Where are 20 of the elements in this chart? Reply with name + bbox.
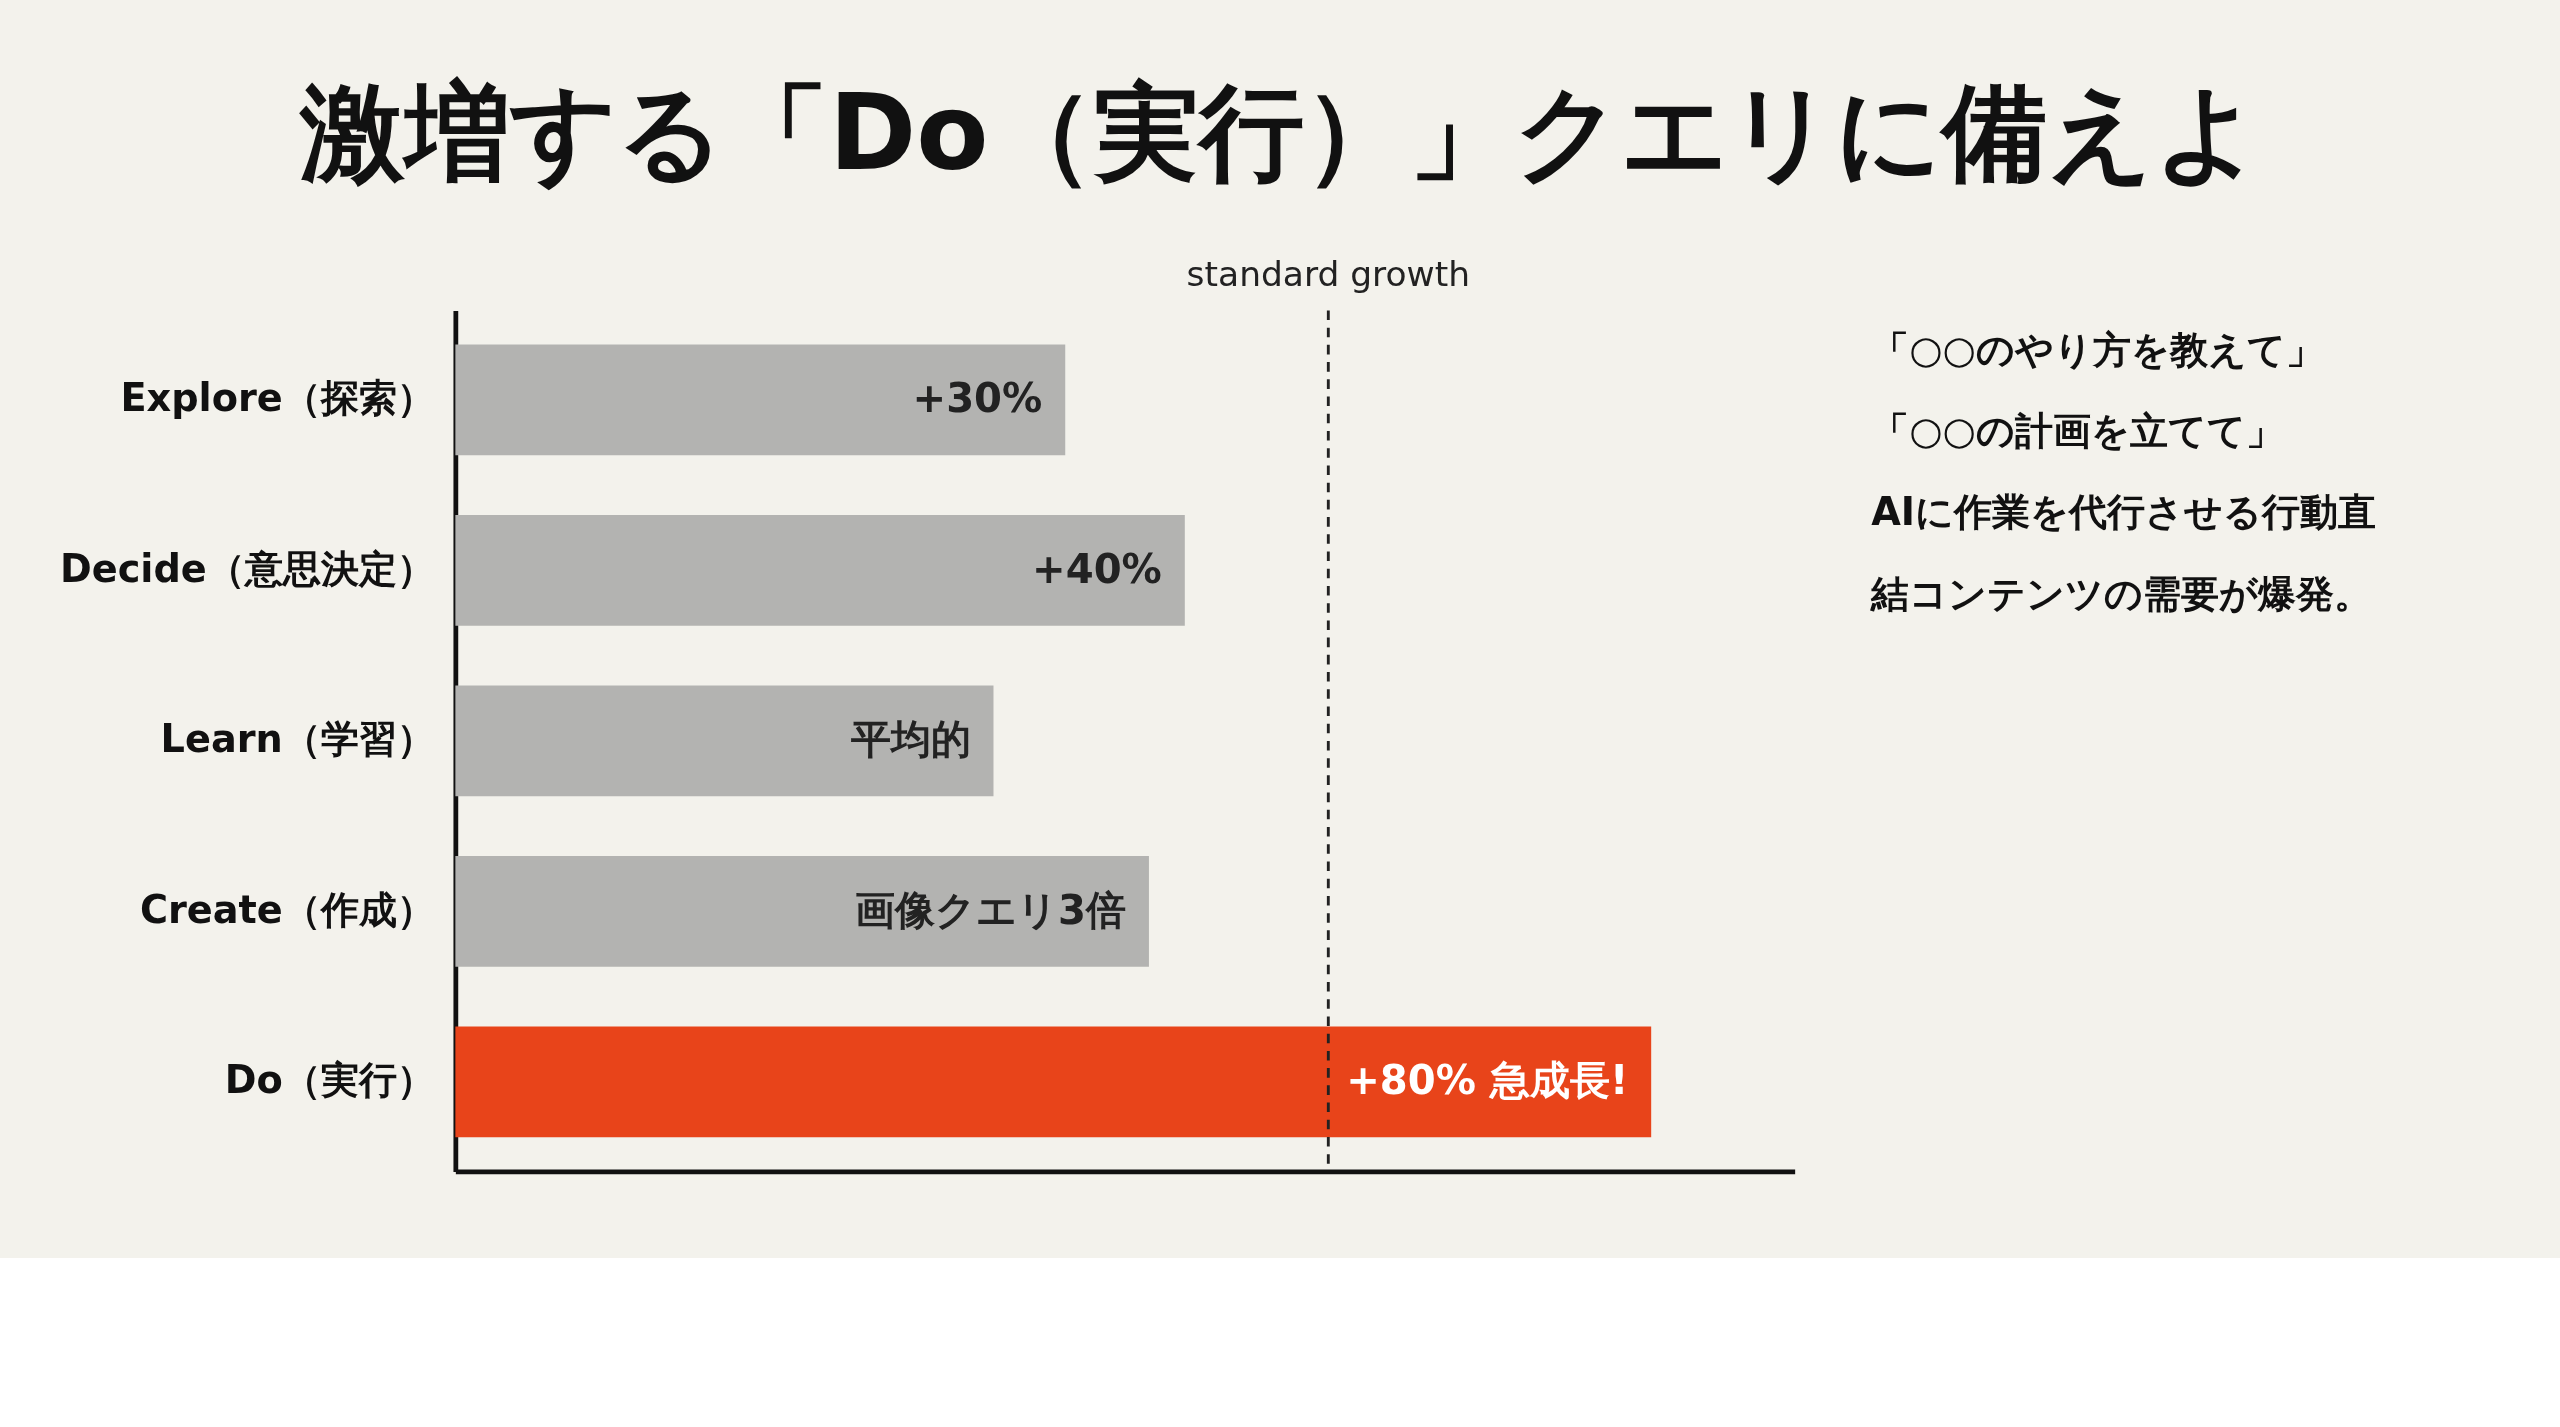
y-tick-label: Create（作成） bbox=[139, 886, 435, 932]
text: 「○○の計画を立てて」 bbox=[1871, 407, 2284, 453]
chart-title: 激増する「Do（実行）」クエリに備えよ bbox=[298, 70, 2261, 194]
y-tick-label: Learn（学習） bbox=[160, 716, 435, 762]
annotation: 画像クエリ3倍 bbox=[855, 886, 1126, 933]
y-tick-label: Explore（探索） bbox=[120, 375, 435, 421]
annotation: +40% bbox=[1032, 545, 1162, 592]
text: 「○○のやり方を教えて」 bbox=[1871, 326, 2324, 372]
annotation: +30% bbox=[912, 375, 1043, 422]
bar bbox=[455, 685, 994, 797]
text: AIに作業を代行させる行動直結コンテンツの需要が爆発。 bbox=[1870, 489, 2377, 616]
bar bbox=[455, 344, 1066, 456]
bar bbox=[455, 1026, 1652, 1138]
bar bbox=[455, 515, 1185, 626]
y-tick-label: Decide（意思決定） bbox=[59, 545, 435, 591]
bar bbox=[455, 856, 1149, 967]
annotation: +80% 急成長! bbox=[1346, 1057, 1629, 1104]
ref-line-label: standard growth bbox=[1186, 253, 1471, 294]
y-tick-label: Do（実行） bbox=[224, 1057, 435, 1103]
annotation: 平均的 bbox=[849, 716, 971, 763]
